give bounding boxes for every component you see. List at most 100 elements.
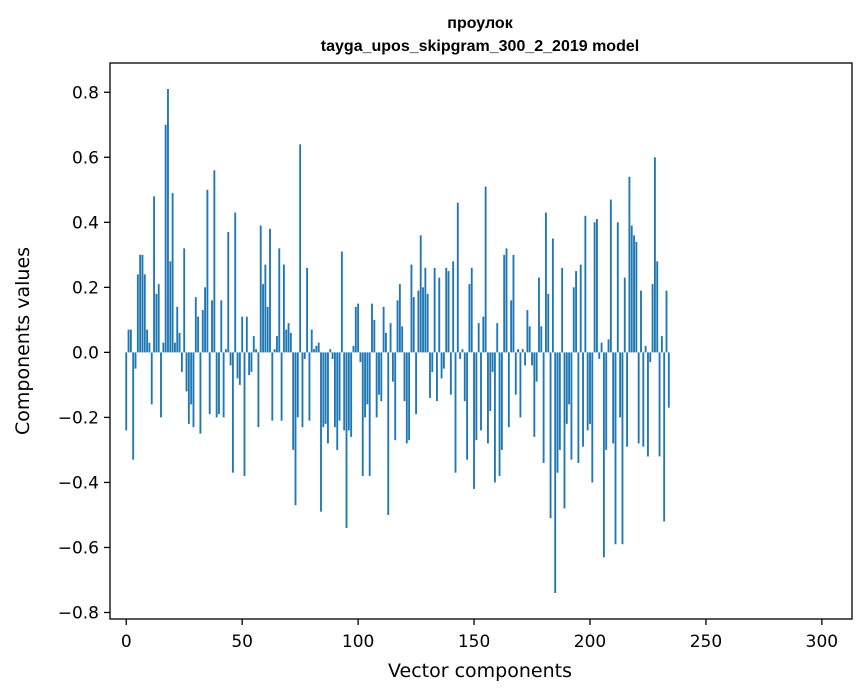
x-tick-label: 0	[121, 632, 132, 652]
bar-83	[317, 342, 320, 353]
bar-100	[357, 303, 360, 353]
bar-28	[190, 352, 193, 405]
bar-23	[178, 332, 181, 353]
bar-205	[600, 342, 603, 353]
bar-178	[538, 277, 540, 353]
bar-203	[596, 219, 598, 353]
bar-17	[164, 124, 167, 353]
bar-112	[385, 332, 387, 353]
bar-66	[278, 248, 281, 353]
bar-12	[153, 196, 155, 353]
bar-46	[231, 352, 234, 473]
bar-164	[505, 248, 508, 353]
bar-130	[426, 293, 429, 353]
bar-145	[461, 349, 464, 353]
bar-218	[630, 225, 633, 353]
bar-127	[419, 235, 422, 353]
bar-85	[322, 352, 325, 428]
y-tick-label: 0.0	[72, 343, 99, 363]
y-tick-label: −0.6	[58, 538, 99, 558]
bar-220	[635, 241, 638, 353]
bar-176	[533, 352, 536, 437]
bar-233	[665, 290, 668, 353]
bar-226	[649, 352, 652, 363]
bar-29	[192, 352, 195, 428]
bar-128	[422, 287, 424, 353]
bar-60	[264, 264, 267, 353]
bar-131	[429, 352, 431, 398]
bar-6	[139, 254, 142, 353]
bar-169	[517, 349, 520, 353]
bar-52	[245, 316, 248, 353]
bar-45	[229, 352, 232, 366]
bar-196	[579, 264, 582, 353]
bar-209	[609, 199, 612, 353]
bar-166	[510, 300, 513, 353]
bar-123	[410, 264, 413, 353]
bar-199	[586, 352, 589, 431]
chart-title: проулок	[447, 15, 513, 32]
bar-10	[148, 342, 151, 353]
x-tick-label: 200	[574, 632, 606, 652]
bar-190	[565, 352, 568, 424]
bar-98	[352, 345, 355, 353]
bar-7	[141, 254, 144, 353]
bars-group	[125, 89, 670, 593]
bar-58	[259, 225, 262, 353]
bar-120	[403, 352, 406, 402]
bar-222	[640, 290, 642, 353]
bar-189	[563, 352, 566, 509]
bar-146	[463, 352, 466, 402]
bar-11	[150, 352, 153, 405]
bar-25	[183, 248, 186, 353]
bar-195	[577, 352, 580, 463]
bar-84	[320, 352, 322, 512]
bar-197	[582, 352, 584, 447]
bar-177	[535, 352, 538, 382]
bar-107	[373, 319, 376, 353]
bar-40	[218, 352, 220, 415]
bar-69	[285, 329, 288, 353]
y-tick-label: 0.8	[72, 83, 99, 103]
bar-96	[347, 352, 350, 431]
bar-113	[387, 352, 390, 515]
bar-201	[591, 352, 594, 483]
bar-192	[570, 352, 573, 460]
bar-94	[343, 352, 346, 431]
bar-208	[607, 339, 610, 353]
bar-42	[222, 352, 225, 418]
bar-143	[456, 202, 459, 353]
bar-15	[160, 352, 162, 418]
bar-213	[619, 352, 622, 418]
y-tick-label: 0.4	[72, 213, 99, 233]
bar-106	[371, 303, 373, 353]
chart-subtitle: tayga_upos_skipgram_300_2_2019 model	[321, 38, 639, 55]
bar-80	[310, 329, 313, 353]
bar-163	[503, 254, 506, 353]
x-tick-label: 100	[342, 632, 374, 652]
bar-4	[134, 352, 137, 369]
bar-173	[526, 310, 529, 353]
bar-92	[338, 352, 341, 421]
y-tick-label: −0.2	[58, 408, 99, 428]
bar-116	[394, 352, 397, 441]
bar-74	[296, 352, 299, 418]
bar-207	[605, 352, 608, 450]
bar-86	[324, 352, 327, 424]
bar-111	[382, 306, 385, 353]
bar-202	[593, 222, 596, 353]
bar-9	[146, 329, 149, 353]
bar-56	[255, 349, 258, 353]
bar-140	[449, 352, 452, 395]
bar-35	[206, 189, 209, 353]
bar-3	[132, 352, 135, 460]
bar-125	[415, 352, 418, 415]
bar-70	[287, 323, 290, 353]
bar-144	[459, 352, 462, 359]
y-tick-label: −0.8	[58, 603, 99, 623]
x-axis-label: Vector components	[388, 660, 572, 682]
bar-217	[628, 176, 631, 353]
bar-171	[521, 349, 524, 353]
bar-119	[401, 326, 404, 353]
bar-159	[493, 352, 496, 483]
